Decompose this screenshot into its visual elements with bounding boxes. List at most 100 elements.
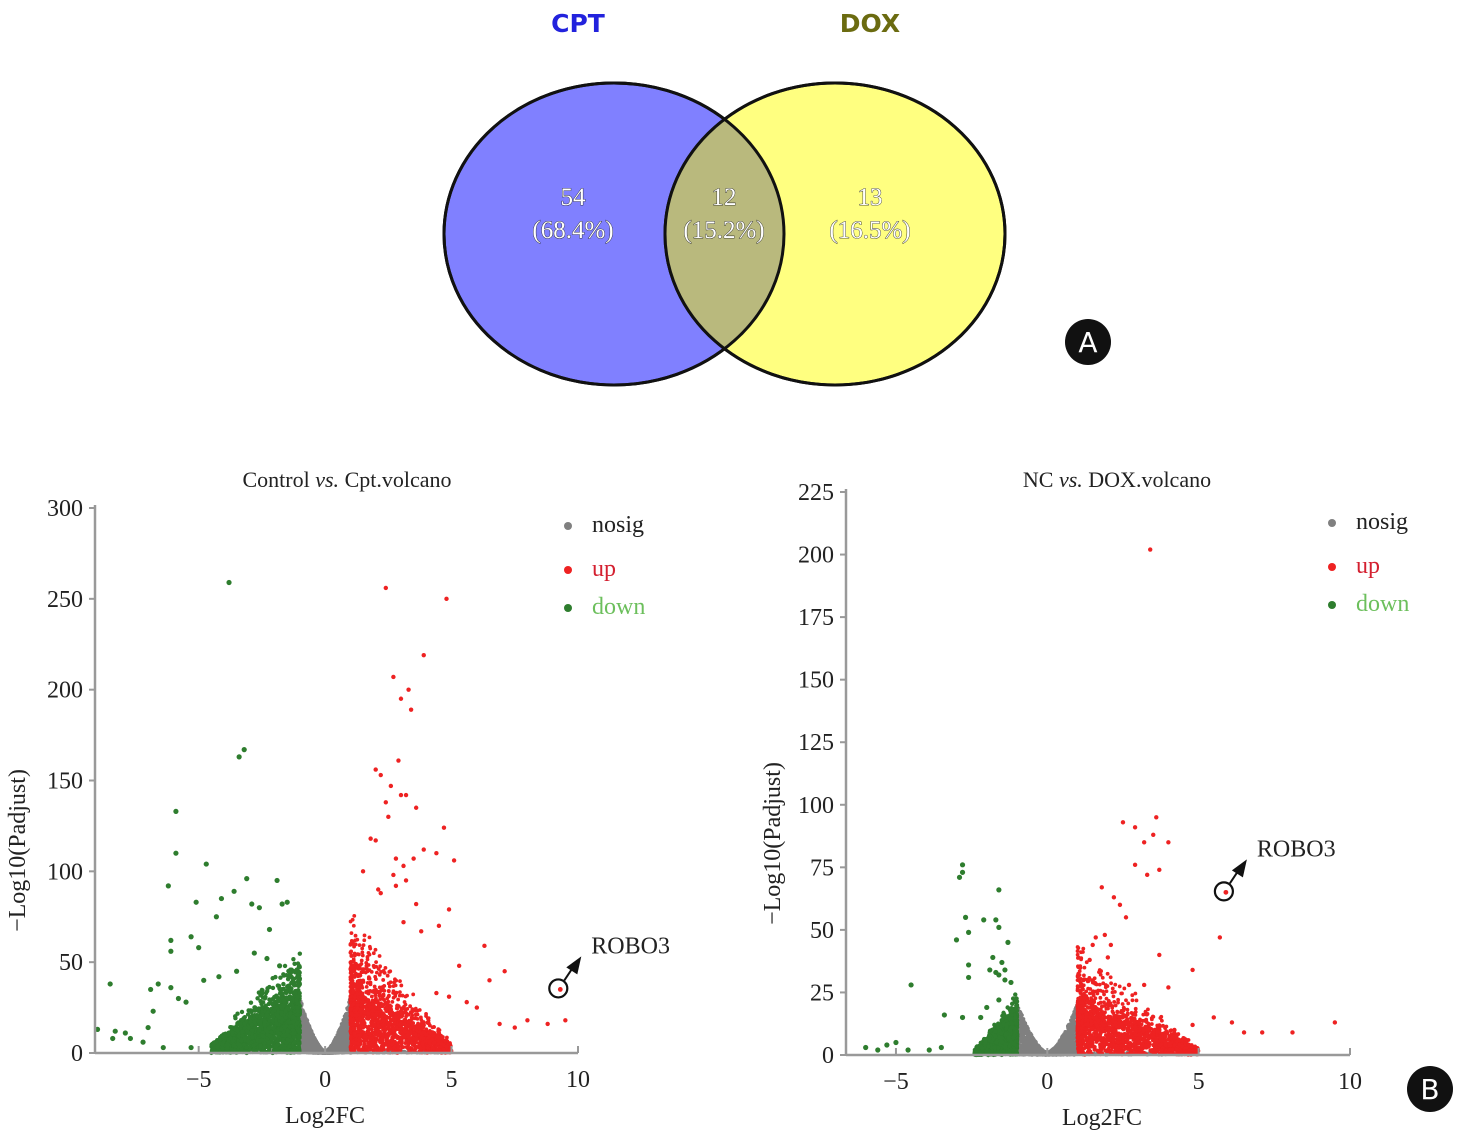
point-up: [378, 772, 383, 778]
point-up: [386, 1022, 391, 1027]
point-up: [358, 1007, 363, 1012]
point-down: [251, 950, 257, 956]
point-up: [424, 1011, 428, 1016]
point-up: [398, 792, 404, 798]
panel-label-a-text: A: [1078, 326, 1097, 359]
point-up: [408, 1025, 413, 1030]
point-down: [211, 1047, 216, 1052]
point-down: [188, 1044, 194, 1051]
point-up: [349, 1034, 354, 1039]
point-nosig: [342, 1038, 347, 1043]
point-down: [271, 1025, 276, 1031]
point-down: [239, 1009, 245, 1015]
point-up: [351, 966, 356, 971]
venn-diagram: CPT DOX 54 (68.4%) 12 (15.2%) 13 (16.5%): [442, 9, 1007, 387]
point-down: [284, 990, 289, 996]
point-up: [563, 1018, 568, 1023]
point-robo3: [557, 987, 563, 992]
point-up: [361, 943, 366, 948]
point-down: [281, 986, 286, 991]
point-up: [396, 758, 401, 763]
point-up: [414, 1046, 418, 1051]
point-up: [403, 792, 409, 798]
point-down: [281, 973, 287, 978]
point-up: [383, 800, 389, 805]
point-nosig: [315, 1042, 320, 1047]
point-down: [285, 1037, 290, 1042]
point-up: [350, 1020, 355, 1024]
point-up: [387, 1026, 392, 1031]
point-up: [368, 1047, 373, 1052]
point-up: [381, 969, 386, 973]
point-up: [392, 1029, 397, 1034]
point-up: [443, 1038, 447, 1043]
point-up: [409, 1015, 414, 1020]
point-up: [351, 1026, 356, 1031]
point-up: [525, 1018, 530, 1023]
point-up: [399, 1009, 404, 1014]
point-down: [228, 1036, 233, 1041]
point-down: [220, 1042, 225, 1047]
point-down: [140, 1039, 146, 1045]
point-up: [366, 963, 371, 967]
point-down: [267, 984, 272, 990]
point-down: [287, 1044, 292, 1049]
point-up: [351, 988, 356, 993]
point-up: [373, 838, 378, 843]
point-down: [168, 948, 174, 954]
point-down: [244, 1045, 249, 1050]
point-down: [213, 914, 219, 920]
y-tick-label: 250: [47, 587, 83, 613]
point-down: [288, 987, 293, 992]
point-up: [405, 1033, 410, 1037]
point-nosig: [313, 1037, 317, 1042]
point-up: [378, 890, 383, 896]
y-tick-label: 50: [59, 950, 83, 976]
point-down: [242, 1036, 247, 1041]
point-down: [193, 899, 199, 905]
point-up: [397, 1027, 402, 1032]
point-down: [295, 994, 301, 1000]
point-up: [372, 984, 377, 989]
point-up: [436, 1039, 441, 1044]
point-up: [349, 954, 354, 958]
point-down: [291, 956, 296, 962]
point-up: [367, 935, 372, 940]
venn-count-dox-only: 13: [858, 184, 883, 211]
x-tick-label: 10: [566, 1067, 590, 1093]
point-down: [150, 1008, 156, 1014]
point-nosig: [302, 1019, 307, 1023]
point-down: [252, 1005, 258, 1010]
point-down: [183, 999, 189, 1005]
y-tick-label: 0: [71, 1041, 83, 1067]
point-up: [348, 1008, 353, 1012]
point-nosig: [335, 1047, 340, 1051]
point-up: [456, 963, 462, 968]
point-up: [437, 1028, 442, 1033]
point-up: [425, 1046, 430, 1050]
venn-outline-dox: [663, 81, 1007, 387]
point-up: [432, 1040, 437, 1045]
point-down: [256, 1007, 261, 1012]
point-down: [263, 990, 269, 996]
point-up: [373, 1045, 378, 1050]
point-up: [390, 1042, 394, 1047]
point-up: [362, 938, 367, 943]
point-down: [245, 1038, 251, 1044]
point-down: [267, 1033, 273, 1039]
point-nosig: [318, 1046, 322, 1050]
point-up: [351, 1023, 355, 1028]
point-down: [160, 1044, 166, 1051]
point-nosig: [303, 1013, 307, 1018]
point-down: [275, 1029, 280, 1034]
point-down: [257, 1021, 263, 1027]
point-down: [173, 850, 179, 856]
point-up: [365, 1015, 370, 1020]
point-up: [434, 850, 439, 856]
point-up: [373, 767, 378, 772]
point-up: [381, 978, 386, 982]
legend-label-down: down: [592, 594, 645, 620]
point-down: [122, 1030, 128, 1036]
point-up: [393, 883, 399, 889]
point-up: [348, 919, 353, 924]
